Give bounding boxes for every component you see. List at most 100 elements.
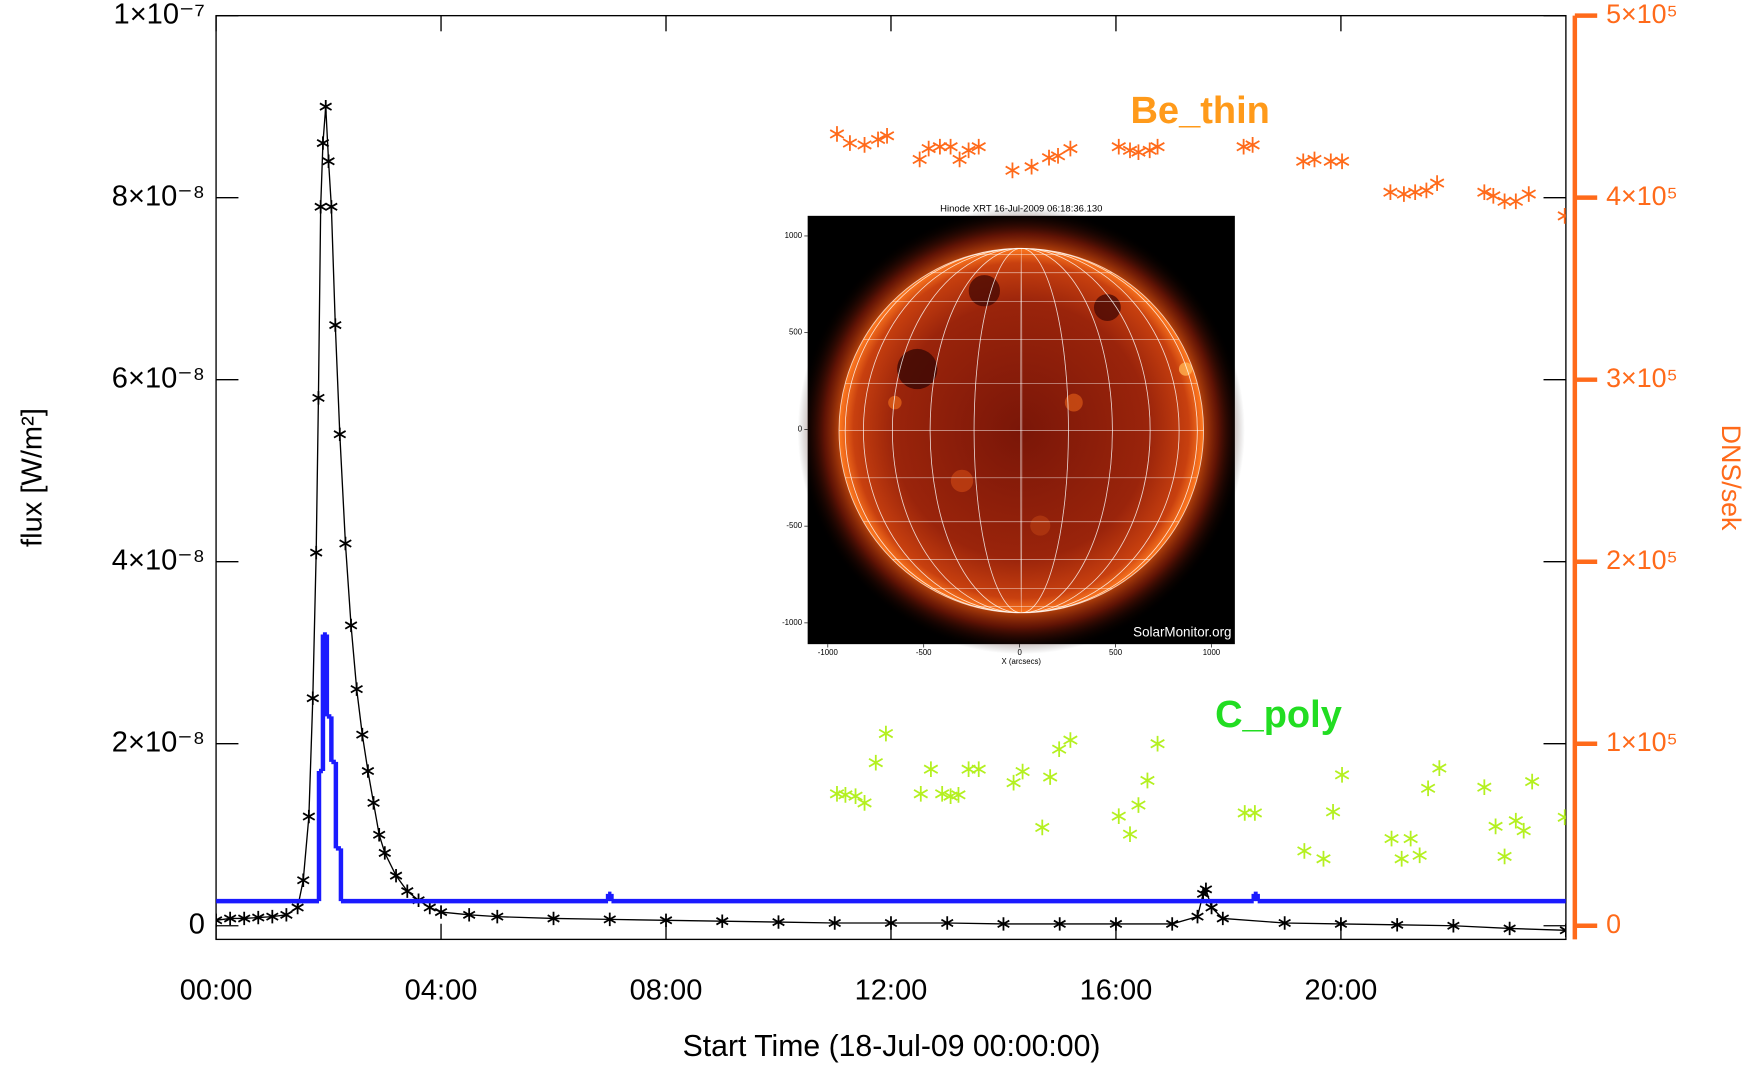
- data-point: [1407, 184, 1423, 201]
- data-point: [401, 884, 414, 898]
- data-point: [1042, 769, 1058, 785]
- data-point: [1508, 812, 1524, 829]
- sun-limb: [838, 247, 1204, 614]
- data-point: [921, 140, 936, 157]
- data-point: [829, 785, 845, 802]
- data-point: [302, 809, 316, 824]
- data-point: [1196, 887, 1210, 901]
- data-point: [1150, 138, 1165, 155]
- data-point: [1050, 147, 1066, 164]
- data-point: [280, 908, 293, 922]
- data-point: [322, 154, 335, 168]
- data-point: [1325, 803, 1341, 820]
- data-point: [1199, 882, 1213, 897]
- data-point: [1557, 208, 1566, 224]
- data-point: [1247, 805, 1263, 821]
- y2-tick-label: 3×10⁵: [1606, 363, 1678, 393]
- data-point: [1122, 142, 1138, 159]
- data-point: [971, 138, 986, 155]
- plot-area: [216, 99, 1566, 938]
- sun-grid: [838, 248, 1204, 613]
- data-point: [1191, 909, 1204, 924]
- data-point: [1477, 184, 1492, 201]
- data-point: [350, 682, 363, 696]
- data-point: [1307, 151, 1322, 168]
- data-point: [1503, 921, 1516, 936]
- data-point: [1384, 830, 1399, 847]
- data-point: [1394, 850, 1409, 867]
- data-point: [961, 142, 976, 159]
- data-point: [1236, 138, 1251, 155]
- data-point: [434, 905, 448, 919]
- sun-feature: [1093, 294, 1121, 321]
- data-point: [715, 914, 729, 928]
- data-point: [1516, 822, 1531, 839]
- data-point: [1165, 917, 1179, 931]
- data-point: [1447, 919, 1460, 933]
- data-point: [934, 785, 950, 802]
- x-axis-label: Start Time (18-Jul-09 00:00:00): [683, 1030, 1101, 1063]
- data-point: [1323, 153, 1339, 170]
- y2-tick-label: 1×10⁵: [1606, 727, 1678, 757]
- data-point: [1015, 763, 1030, 780]
- data-point: [1403, 830, 1418, 847]
- data-point: [1334, 153, 1350, 170]
- data-point: [378, 846, 392, 860]
- data-point: [314, 200, 327, 214]
- y-tick-label: 6×10⁻⁸: [112, 362, 205, 394]
- data-point: [951, 787, 966, 803]
- inset: Hinode XRT 16-Jul-2009 06:18:36.130 Solar…: [782, 204, 1245, 666]
- data-point: [1296, 153, 1311, 170]
- x-tick-label: 00:00: [180, 975, 253, 1007]
- inset-x-tick-label: -1000: [818, 648, 839, 657]
- data-point: [1524, 773, 1540, 790]
- data-point: [251, 910, 265, 925]
- data-point: [296, 873, 310, 887]
- data-point: [879, 127, 895, 144]
- data-point: [1005, 162, 1020, 179]
- data-point: [940, 916, 954, 930]
- data-point: [1396, 186, 1412, 202]
- data-point: [923, 761, 939, 778]
- data-point: [1109, 917, 1123, 931]
- data-point: [1432, 760, 1447, 776]
- data-point: [1024, 158, 1039, 175]
- inset-y-tick-label: 0: [798, 424, 803, 433]
- y2-tick-label: 4×10⁵: [1606, 181, 1678, 211]
- y-tick-label: 8×10⁻⁸: [112, 180, 205, 212]
- sun-feature: [968, 275, 1001, 307]
- data-point: [1390, 918, 1404, 932]
- data-point: [1559, 923, 1566, 938]
- data-point: [659, 913, 673, 927]
- data-point: [1383, 184, 1398, 201]
- data-point: [1131, 797, 1146, 813]
- inset-y-tick-label: 500: [789, 328, 803, 337]
- data-point: [857, 137, 872, 153]
- data-point: [1334, 767, 1350, 783]
- sun-feature: [1030, 515, 1051, 536]
- data-point: [1497, 193, 1512, 210]
- data-point: [372, 828, 386, 842]
- inset-x-tick-label: -500: [916, 648, 932, 657]
- inset-x-tick-label: 0: [1017, 648, 1022, 657]
- data-point: [961, 761, 976, 778]
- data-point: [319, 99, 333, 114]
- data-point: [1237, 805, 1252, 821]
- data-point: [1297, 843, 1312, 859]
- y-axis-label: flux [W/m²]: [16, 408, 48, 547]
- data-point: [339, 536, 352, 551]
- sun-feature: [888, 395, 902, 410]
- data-point: [878, 725, 894, 742]
- inset-y-tick-label: -1000: [782, 618, 803, 627]
- data-point: [997, 917, 1010, 931]
- data-point: [913, 785, 929, 802]
- data-point: [1278, 916, 1291, 930]
- data-point: [971, 761, 986, 778]
- data-point: [1245, 137, 1260, 153]
- x-tick-label: 16:00: [1080, 975, 1153, 1007]
- y-tick-label: 1×10⁻⁷: [114, 0, 205, 30]
- data-point: [1122, 826, 1138, 843]
- data-point: [389, 868, 403, 883]
- data-point: [1419, 182, 1434, 199]
